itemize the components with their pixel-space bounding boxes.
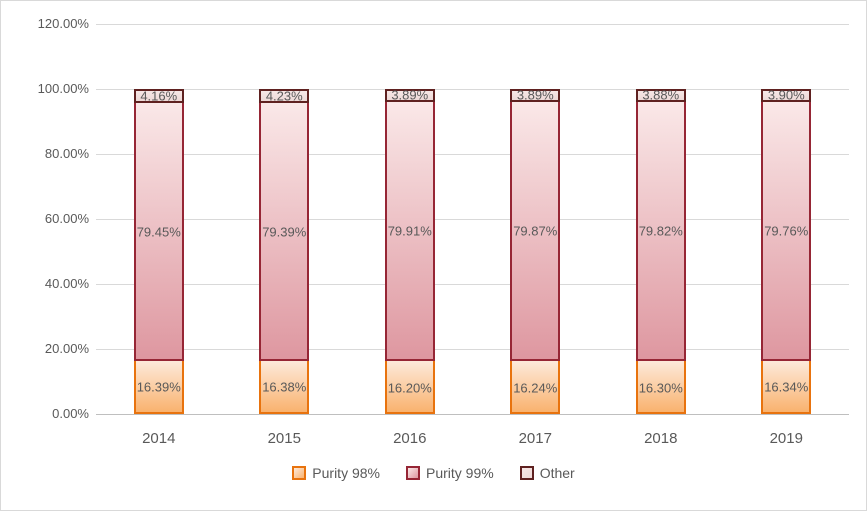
bar-data-label: 79.91% [387, 223, 432, 239]
bar-segment-purity-99--2017[interactable] [510, 101, 561, 362]
legend-swatch [292, 466, 307, 480]
bar-segment-purity-99--2014[interactable] [133, 102, 184, 361]
bar-segment-purity-98--2016[interactable] [384, 361, 435, 414]
bar-segment-other-2015[interactable] [259, 89, 310, 103]
x-axis-label: 2015 [267, 430, 301, 447]
bar-data-label: 16.39% [136, 379, 181, 395]
bar-data-label: 3.90% [767, 87, 805, 103]
bar-segment-purity-99--2019[interactable] [761, 101, 812, 361]
y-axis-tick-label: 0.00% [52, 406, 89, 421]
bar-data-label: 79.87% [513, 223, 558, 239]
y-axis-tick-label: 80.00% [44, 146, 89, 161]
bar-data-label: 3.89% [516, 87, 554, 103]
legend-label: Other [539, 465, 575, 481]
gridline [96, 283, 849, 285]
x-axis-label: 2019 [769, 430, 803, 447]
y-axis-tick-label: 20.00% [44, 341, 89, 356]
x-axis-label: 2016 [393, 430, 427, 447]
bar-segment-other-2014[interactable] [133, 89, 184, 103]
x-axis-label: 2014 [142, 430, 176, 447]
gridline [96, 153, 849, 155]
legend-item-purity-99-[interactable]: Purity 99% [405, 465, 494, 481]
bar-data-label: 79.45% [136, 224, 181, 240]
x-axis-line [96, 413, 849, 415]
bar-data-label: 16.24% [513, 380, 558, 396]
x-axis-label: 2017 [518, 430, 552, 447]
bar-data-label: 79.76% [764, 223, 809, 239]
bar-segment-purity-98--2014[interactable] [133, 360, 184, 414]
legend-item-purity-98-[interactable]: Purity 98% [292, 465, 380, 481]
bar-segment-other-2016[interactable] [384, 89, 435, 102]
bar-data-label: 4.23% [265, 88, 303, 104]
legend-item-other[interactable]: Other [519, 465, 575, 481]
legend-swatch [519, 466, 534, 480]
legend-label: Purity 99% [425, 465, 494, 481]
bar-data-label: 3.89% [391, 87, 429, 103]
bar-data-label: 16.38% [262, 379, 307, 395]
bar-segment-purity-99--2018[interactable] [635, 101, 686, 362]
bar-segment-other-2019[interactable] [761, 89, 812, 102]
y-axis-tick-label: 100.00% [37, 81, 89, 96]
gridline [96, 348, 849, 350]
legend: Purity 98% Purity 99% Other [1, 465, 866, 481]
bar-data-label: 79.39% [262, 224, 307, 240]
bar-data-label: 79.82% [638, 223, 683, 239]
y-axis-tick-label: 40.00% [44, 276, 89, 291]
gridline [96, 88, 849, 90]
bar-data-label: 16.20% [387, 380, 432, 396]
bar-segment-other-2018[interactable] [635, 89, 686, 102]
bar-segment-purity-99--2016[interactable] [384, 101, 435, 362]
legend-swatch [405, 466, 420, 480]
x-axis-label: 2018 [644, 430, 678, 447]
gridline [96, 218, 849, 220]
bar-data-label: 3.88% [642, 87, 680, 103]
y-axis-tick-label: 60.00% [44, 211, 89, 226]
bar-data-label: 16.34% [764, 379, 809, 395]
bar-segment-purity-98--2018[interactable] [635, 361, 686, 414]
y-axis-tick-label: 120.00% [37, 16, 89, 31]
bar-segment-purity-99--2015[interactable] [259, 102, 310, 361]
bar-segment-purity-98--2019[interactable] [761, 360, 812, 414]
bar-data-label: 16.30% [638, 380, 683, 395]
bar-segment-purity-98--2015[interactable] [259, 360, 310, 414]
gridline [96, 23, 849, 25]
bar-segment-purity-98--2017[interactable] [510, 361, 561, 414]
bar-segment-other-2017[interactable] [510, 89, 561, 102]
legend-label: Purity 98% [312, 465, 380, 481]
bar-data-label: 4.16% [140, 88, 178, 104]
